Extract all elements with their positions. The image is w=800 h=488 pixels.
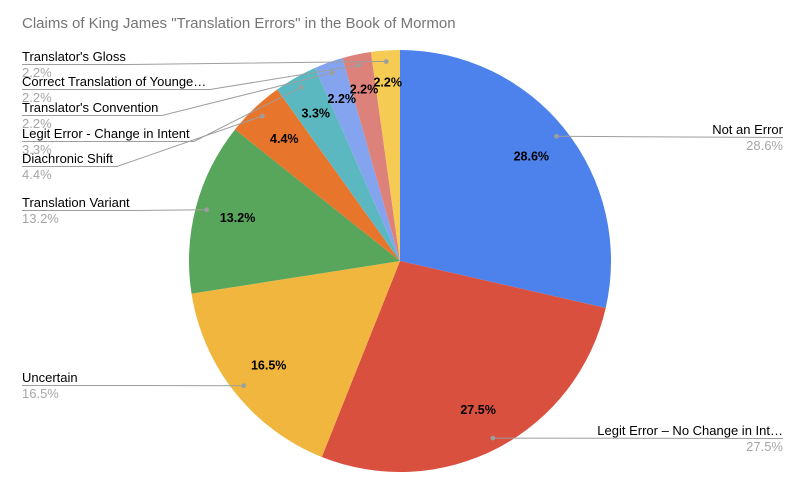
slice-percent-label: 13.2% <box>220 211 255 225</box>
pie-slice-translator-s-gloss[interactable] <box>370 50 400 261</box>
leader-dot <box>490 435 496 441</box>
leader-line <box>22 115 263 167</box>
slice-percent-label: 28.6% <box>514 149 549 163</box>
pie-slice-diachronic-shift[interactable] <box>235 89 400 261</box>
pie-slice-correct-translation-of-younge[interactable] <box>342 52 400 262</box>
leader-line <box>22 61 387 65</box>
leader-dot <box>329 70 335 76</box>
leader-dot <box>241 383 247 389</box>
leader-line <box>22 72 333 116</box>
leader-dot <box>554 133 559 139</box>
slice-percent-label: 3.3% <box>302 106 331 120</box>
leader-dot <box>298 84 304 90</box>
leader-dot <box>259 113 265 119</box>
pie-slice-legit-error-change-in-intent[interactable] <box>277 67 400 261</box>
leader-line <box>556 135 784 138</box>
pie-slice-translation-variant[interactable] <box>188 129 400 294</box>
slice-percent-label: 16.5% <box>251 359 286 373</box>
pie-slice-legit-error-no-change-in-int[interactable] <box>321 261 606 473</box>
slice-percent-label: 2.2% <box>373 75 402 89</box>
pie-slice-not-an-error[interactable] <box>400 50 611 308</box>
slice-percent-label: 2.2% <box>350 83 379 97</box>
chart-title: Claims of King James "Translation Errors… <box>22 15 456 32</box>
leader-line <box>22 86 302 142</box>
leader-dot <box>383 59 389 64</box>
leader-dot <box>356 62 362 68</box>
leader-line <box>22 64 359 90</box>
slice-percent-label: 27.5% <box>460 403 495 417</box>
slice-percent-label: 2.2% <box>328 92 357 106</box>
slice-percent-label: 4.4% <box>270 132 299 146</box>
pie-slice-uncertain[interactable] <box>191 261 400 457</box>
pie-slice-translator-s-convention[interactable] <box>315 58 400 261</box>
leader-line <box>22 209 207 211</box>
leader-dot <box>204 207 210 213</box>
